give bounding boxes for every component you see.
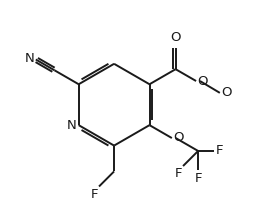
- Text: F: F: [174, 167, 182, 180]
- Text: O: O: [173, 131, 183, 144]
- Text: O: O: [221, 86, 231, 99]
- Text: N: N: [66, 119, 76, 132]
- Text: O: O: [170, 31, 181, 44]
- Text: N: N: [25, 52, 35, 65]
- Text: F: F: [194, 172, 202, 185]
- Text: O: O: [197, 75, 208, 87]
- Text: F: F: [90, 187, 98, 201]
- Text: F: F: [215, 145, 223, 157]
